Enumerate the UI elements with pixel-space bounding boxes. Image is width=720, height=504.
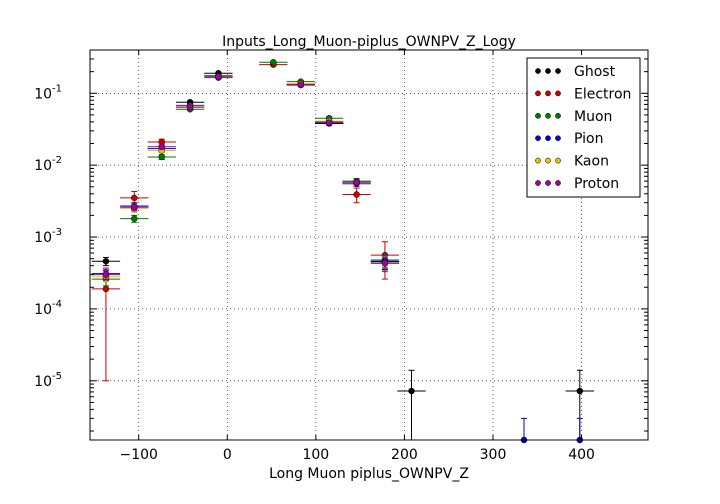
legend-marker: [545, 157, 551, 164]
data-point: [102, 258, 110, 265]
legend-item-electron: Electron: [535, 86, 631, 102]
legend-label: Kaon: [574, 154, 609, 170]
legend-marker: [555, 157, 561, 164]
y-tick-exponent: -1: [52, 83, 62, 94]
data-point: [215, 73, 222, 80]
data-point: [325, 119, 333, 126]
x-tick-label: 100: [302, 447, 329, 463]
legend-item-pion: Pion: [535, 131, 603, 147]
legend-item-proton: Proton: [535, 176, 619, 192]
legend-marker: [555, 180, 561, 186]
x-tick-label: −100: [119, 447, 157, 463]
legend-marker: [555, 90, 561, 97]
legend-box: [526, 57, 641, 198]
data-point: [353, 191, 360, 198]
legend-marker: [535, 68, 541, 74]
legend-label: Proton: [574, 176, 619, 192]
legend-marker: [555, 68, 561, 74]
data-point: [408, 387, 415, 395]
legend-item-kaon: Kaon: [535, 154, 609, 170]
legend-marker: [535, 112, 541, 119]
legend-marker: [535, 135, 541, 142]
legend-marker: [555, 135, 561, 142]
y-tick-exponent: -4: [52, 299, 62, 310]
data-point: [102, 285, 110, 293]
axis-ticks: [90, 49, 648, 440]
x-tick-label: 0: [223, 447, 232, 463]
legend-marker: [535, 180, 541, 186]
legend-marker: [545, 180, 551, 186]
x-tick-label: 300: [480, 447, 507, 463]
data-point: [158, 143, 165, 151]
legend-marker: [545, 112, 551, 119]
x-tick-labels: −100 0 100 200 300 400: [119, 447, 594, 463]
legend-item-ghost: Ghost: [535, 64, 616, 80]
legend-marker: [535, 90, 541, 97]
data-point: [297, 81, 305, 88]
legend-marker: [545, 90, 551, 97]
legend-marker: [555, 112, 561, 119]
y-tick-exponent: -2: [52, 155, 62, 166]
legend-label: Muon: [574, 109, 612, 125]
x-tick-label: 200: [391, 447, 418, 463]
data-point: [158, 153, 165, 161]
x-axis-label: Long Muon piplus_OWNPV_Z: [269, 466, 469, 482]
legend-marker: [535, 157, 541, 164]
y-tick-exponent: -5: [52, 371, 62, 382]
legend-label: Pion: [574, 131, 603, 147]
data-point: [270, 59, 277, 66]
data-point: [131, 215, 138, 222]
plot-frame: [89, 49, 649, 441]
chart-title: Inputs_Long_Muon-piplus_OWNPV_Z_Logy: [222, 34, 516, 50]
data-point: [576, 387, 584, 395]
data-point: [102, 271, 110, 278]
series-proton: [91, 73, 400, 280]
data-point: [186, 103, 194, 111]
data-point: [353, 178, 360, 186]
legend-item-muon: Muon: [535, 109, 612, 125]
legend-marker: [545, 135, 551, 142]
legend-label: Electron: [574, 86, 631, 102]
data-point: [131, 203, 138, 211]
y-tick-exponent: -3: [52, 227, 62, 238]
data-point: [131, 194, 138, 202]
grid-lines: [90, 50, 648, 440]
legend-marker: [545, 68, 551, 74]
legend: Ghost Electron Muon Pion Kaon Proton: [526, 57, 641, 198]
x-tick-label: 400: [568, 447, 595, 463]
legend-label: Ghost: [574, 64, 616, 80]
data-point: [381, 260, 389, 267]
